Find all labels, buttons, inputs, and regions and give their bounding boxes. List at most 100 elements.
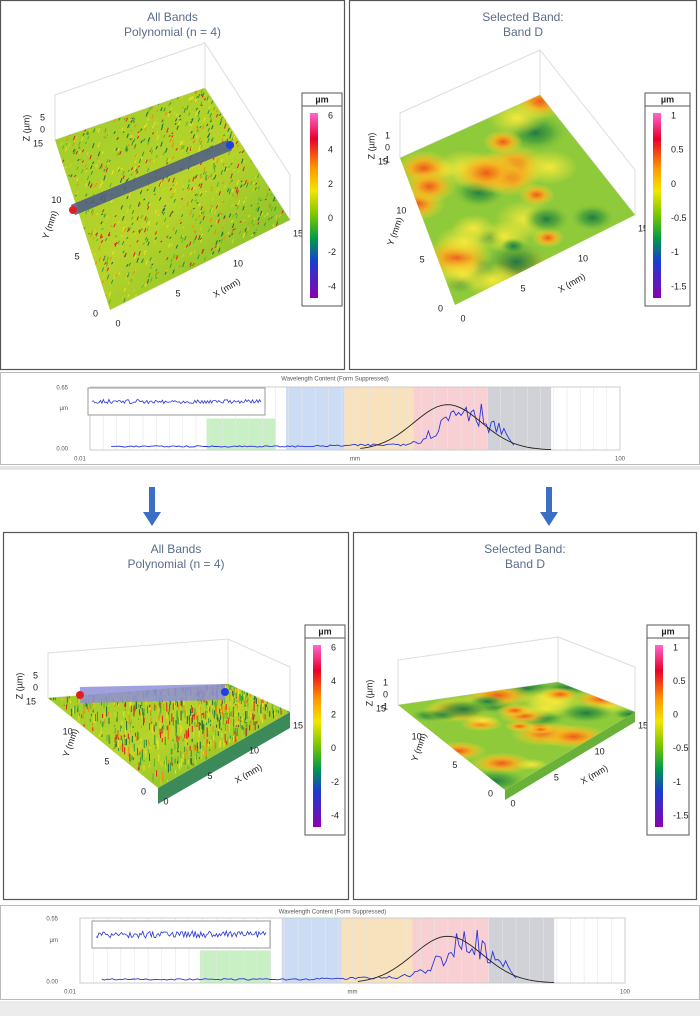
surface-spike bbox=[213, 229, 217, 235]
surface-spike bbox=[235, 212, 238, 216]
surface-spike bbox=[191, 187, 194, 191]
surface-spike bbox=[188, 241, 192, 246]
surface-spike bbox=[121, 215, 125, 221]
surface-spike bbox=[123, 117, 126, 121]
surface-spike bbox=[268, 202, 271, 208]
colorbar-label: 1 bbox=[673, 642, 678, 652]
surface-spike bbox=[210, 224, 213, 228]
surface-spike bbox=[199, 125, 202, 129]
surface-spike bbox=[101, 151, 104, 155]
surface-spike bbox=[111, 250, 115, 255]
surface-spike bbox=[116, 137, 119, 140]
strip-title: Wavelength Content (Form Suppressed) bbox=[281, 377, 389, 383]
surface-spike bbox=[105, 215, 109, 221]
surface-spike bbox=[91, 210, 95, 216]
surface-spike bbox=[62, 145, 65, 150]
surface-spike bbox=[130, 216, 134, 220]
surface-spike bbox=[174, 229, 178, 235]
surface-spike bbox=[81, 160, 85, 163]
surface-blob bbox=[483, 129, 523, 155]
footer-bg bbox=[0, 1001, 700, 1016]
surface-spike bbox=[274, 206, 277, 211]
x-tick-label: 0 bbox=[510, 798, 515, 808]
surface-spike bbox=[89, 154, 92, 160]
surface-spike bbox=[93, 228, 97, 234]
x-axis-label: 0.01 bbox=[74, 457, 86, 463]
surface-spike bbox=[169, 236, 172, 239]
surface-spike bbox=[100, 239, 104, 244]
surface-spike bbox=[189, 264, 192, 268]
surface-spike bbox=[198, 137, 202, 143]
surface-spike bbox=[216, 244, 220, 249]
surface-spike bbox=[158, 182, 162, 187]
surface-spike bbox=[177, 120, 181, 127]
surface-spike bbox=[173, 198, 176, 203]
z-axis-title: Z (µm) bbox=[21, 115, 31, 142]
surface-spike bbox=[82, 133, 85, 137]
surface-spike bbox=[143, 125, 146, 129]
surface-spike bbox=[100, 235, 104, 239]
surface-spike bbox=[126, 272, 129, 276]
surface-spike bbox=[101, 213, 104, 216]
surface-spike bbox=[171, 139, 174, 142]
surface-spike bbox=[207, 175, 210, 179]
surface-spike bbox=[115, 273, 118, 277]
surface-spike bbox=[104, 237, 108, 242]
surface-spike bbox=[187, 152, 190, 155]
surface-spike bbox=[202, 170, 206, 175]
colorbar-label: 4 bbox=[331, 676, 336, 686]
surface-spike bbox=[207, 228, 211, 233]
surface-spike bbox=[136, 240, 139, 243]
surface-spike bbox=[199, 226, 203, 231]
surface-spike bbox=[208, 145, 211, 148]
surface-spike bbox=[124, 145, 128, 151]
surface-spike bbox=[211, 251, 215, 255]
surface-spike bbox=[244, 227, 247, 232]
surface-spike bbox=[200, 93, 203, 97]
surface-spike bbox=[101, 280, 105, 284]
surface-spike bbox=[168, 110, 171, 114]
surface-spike bbox=[213, 164, 216, 171]
surface-spike bbox=[106, 274, 110, 280]
surface-spike bbox=[137, 165, 140, 168]
panel-title: All Bands bbox=[151, 542, 202, 556]
surface-spike bbox=[138, 202, 142, 207]
surface-spike bbox=[147, 108, 150, 114]
surface-spike bbox=[270, 206, 273, 212]
surface-spike bbox=[180, 214, 184, 218]
surface-spike bbox=[190, 130, 193, 134]
surface-spike bbox=[155, 268, 158, 272]
surface-spike bbox=[155, 221, 158, 226]
surface-spike bbox=[179, 219, 182, 222]
surface-spike bbox=[70, 174, 73, 178]
surface-spike bbox=[130, 173, 133, 176]
surface-spike bbox=[128, 192, 131, 198]
surface-spike bbox=[228, 235, 231, 238]
surface-spike bbox=[174, 254, 178, 259]
surface-spike bbox=[139, 190, 143, 195]
surface-spike bbox=[210, 186, 213, 189]
x-axis-label: mm bbox=[348, 990, 358, 996]
surface-spike bbox=[166, 162, 169, 165]
surface-spike bbox=[150, 150, 154, 155]
surface-spike bbox=[160, 125, 164, 131]
surface-spike bbox=[212, 157, 215, 160]
surface-spike bbox=[140, 228, 143, 231]
surface-spike bbox=[90, 165, 93, 170]
surface-spike bbox=[123, 227, 127, 232]
surface-spike bbox=[218, 191, 221, 196]
surface-spike bbox=[127, 281, 131, 286]
surface-spike bbox=[220, 116, 223, 121]
surface-spike bbox=[200, 192, 203, 197]
surface-spike bbox=[76, 140, 79, 143]
surface-spike bbox=[123, 129, 126, 132]
surface-spike bbox=[151, 125, 155, 129]
surface-spike bbox=[131, 117, 134, 120]
surface-spike bbox=[253, 217, 256, 220]
surface-spike bbox=[119, 150, 122, 155]
surface-spike bbox=[230, 179, 233, 182]
colorbar bbox=[310, 113, 318, 298]
surface-spike bbox=[191, 193, 194, 196]
y-tick-label: 5 bbox=[420, 254, 425, 264]
